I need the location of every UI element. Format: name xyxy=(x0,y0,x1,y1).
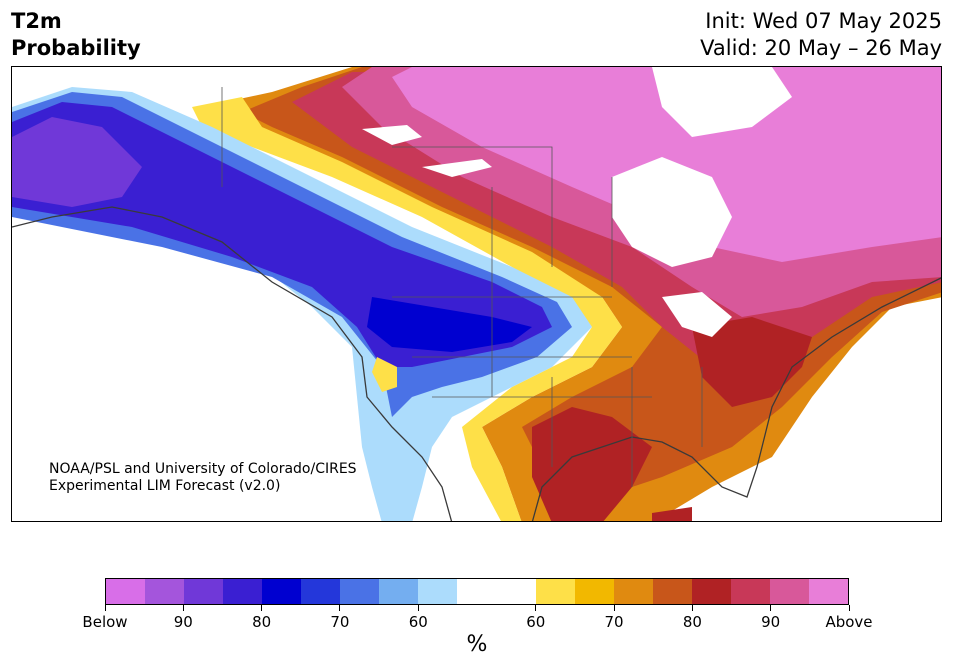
colorbar-tick-label: 90 xyxy=(761,613,781,631)
colorbar-segment xyxy=(340,579,380,604)
probability-colorbar xyxy=(105,578,849,605)
colorbar-unit: % xyxy=(466,632,488,657)
credit-line-1: NOAA/PSL and University of Colorado/CIRE… xyxy=(49,461,357,477)
alaska-cold-core xyxy=(12,117,142,207)
colorbar-segment xyxy=(184,579,224,604)
colorbar-tick-label: Below xyxy=(82,613,128,631)
arctic-islands xyxy=(652,67,792,137)
colorbar-tick-label: Above xyxy=(825,613,873,631)
east-coast-warm-core xyxy=(692,317,812,407)
coastline-outline xyxy=(12,206,941,521)
credit-text: NOAA/PSL and University of Colorado/CIRE… xyxy=(49,461,357,495)
colorbar-tick xyxy=(535,605,537,611)
colorbar-tick-label: 80 xyxy=(682,613,702,631)
title-variable: T2m xyxy=(11,9,62,33)
socal-warm-spot xyxy=(372,357,397,392)
colorbar-tick-label: 70 xyxy=(604,613,624,631)
colorbar-ticks xyxy=(104,605,850,613)
north-america-map-svg xyxy=(12,67,941,521)
gulf-warm-core xyxy=(532,407,652,521)
arctic-ice-1 xyxy=(362,125,422,145)
colorbar-segment xyxy=(730,579,770,604)
title-product: Probability xyxy=(11,36,141,60)
colorbar-tick-label: 70 xyxy=(330,613,350,631)
valid-range: Valid: 20 May – 26 May xyxy=(700,36,942,60)
colorbar-segment xyxy=(769,579,809,604)
colorbar-tick-label: 60 xyxy=(526,613,546,631)
below-prob-region-high xyxy=(12,102,552,367)
colorbar-segment xyxy=(457,579,497,604)
colorbar-tick xyxy=(417,605,419,611)
colorbar-segment xyxy=(106,579,146,604)
init-date: Init: Wed 07 May 2025 xyxy=(705,9,942,33)
colorbar-segment xyxy=(535,579,575,604)
colorbar-tick xyxy=(339,605,341,611)
colorbar-segment xyxy=(496,579,536,604)
colorbar-segment xyxy=(223,579,263,604)
colorbar-tick xyxy=(691,605,693,611)
colorbar-tick xyxy=(182,605,184,611)
colorbar-segment xyxy=(808,579,848,604)
credit-line-2: Experimental LIM Forecast (v2.0) xyxy=(49,478,281,494)
colorbar-tick xyxy=(104,605,106,611)
colorbar-tick xyxy=(770,605,772,611)
colorbar-tick xyxy=(848,605,850,611)
colorbar-segment xyxy=(145,579,185,604)
colorbar-segment xyxy=(613,579,653,604)
state-borders xyxy=(221,87,703,487)
colorbar-segment xyxy=(652,579,692,604)
great-lakes xyxy=(662,292,732,337)
colorbar-segment xyxy=(262,579,302,604)
colorbar-tick-label: 60 xyxy=(408,613,428,631)
colorbar-tick xyxy=(261,605,263,611)
colorbar-tick-label: 80 xyxy=(252,613,272,631)
probability-map: NOAA/PSL and University of Colorado/CIRE… xyxy=(11,66,942,522)
forecast-dates: Init: Wed 07 May 2025 Valid: 20 May – 26… xyxy=(700,8,942,62)
colorbar-segment xyxy=(418,579,458,604)
below-prob-region-very-high xyxy=(367,297,532,352)
colorbar-segment xyxy=(574,579,614,604)
arctic-ice-2 xyxy=(422,159,492,177)
colorbar-tick xyxy=(613,605,615,611)
colorbar-tick-label: 90 xyxy=(173,613,193,631)
hudson-bay xyxy=(612,157,732,267)
colorbar-segment xyxy=(301,579,341,604)
colorbar-segment xyxy=(691,579,731,604)
colorbar-segment xyxy=(379,579,419,604)
caribbean-warm xyxy=(652,507,692,521)
map-title: T2m Probability xyxy=(11,8,141,62)
